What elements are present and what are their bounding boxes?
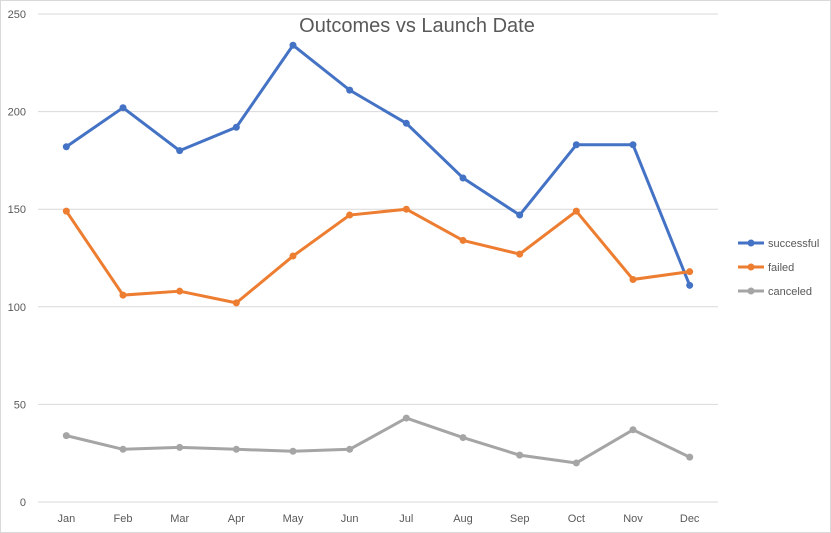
data-point-canceled: [232, 445, 240, 453]
data-point-failed: [516, 250, 524, 258]
x-axis-ticks: Jan Feb Mar Apr May Jun Jul Aug Sep Oct Nov Dec: [57, 513, 699, 525]
x-tick-label: May: [283, 513, 304, 525]
x-tick-label: Jul: [399, 513, 413, 525]
data-point-successful: [346, 86, 354, 94]
data-point-failed: [176, 287, 184, 295]
data-point-failed: [402, 205, 410, 213]
data-point-canceled: [516, 451, 524, 459]
x-tick-label: Apr: [228, 513, 245, 525]
x-tick-label: Mar: [170, 513, 189, 525]
data-point-failed: [686, 268, 694, 276]
data-point-successful: [572, 141, 580, 149]
data-point-canceled: [176, 443, 184, 451]
data-point-canceled: [62, 432, 70, 440]
y-tick-label: 200: [8, 107, 26, 119]
series-canceled: [62, 414, 694, 467]
legend-swatch-marker: [747, 287, 755, 295]
series-line-failed: [64, 207, 692, 305]
gridlines: [38, 13, 718, 503]
y-tick-label: 0: [20, 497, 26, 509]
data-point-failed: [289, 252, 297, 260]
series-line-canceled: [64, 416, 692, 465]
series-group: [62, 41, 694, 467]
data-point-successful: [232, 123, 240, 131]
data-point-successful: [686, 281, 694, 289]
data-point-successful: [62, 143, 70, 151]
x-tick-label: Jun: [341, 513, 359, 525]
series-line-successful: [64, 43, 692, 287]
data-point-canceled: [686, 453, 694, 461]
x-tick-label: Aug: [453, 513, 473, 525]
data-point-canceled: [629, 426, 637, 434]
legend: successful failed canceled: [738, 238, 819, 298]
series-failed: [62, 205, 694, 307]
legend-label: failed: [768, 262, 794, 274]
x-tick-label: Oct: [568, 513, 585, 525]
x-tick-label: Dec: [680, 513, 700, 525]
data-point-failed: [629, 275, 637, 283]
data-point-canceled: [572, 459, 580, 467]
x-tick-label: Sep: [510, 513, 530, 525]
data-point-successful: [119, 104, 127, 112]
data-point-successful: [402, 119, 410, 127]
legend-swatch-marker: [747, 263, 755, 271]
x-tick-label: Nov: [623, 513, 643, 525]
series-successful: [62, 41, 694, 289]
data-point-canceled: [346, 445, 354, 453]
data-point-failed: [119, 291, 127, 299]
data-point-successful: [289, 41, 297, 49]
y-tick-label: 250: [8, 9, 26, 21]
data-point-failed: [232, 299, 240, 307]
data-point-successful: [176, 147, 184, 155]
data-point-failed: [572, 207, 580, 215]
legend-swatch-marker: [747, 239, 755, 247]
data-point-failed: [62, 207, 70, 215]
data-point-failed: [346, 211, 354, 219]
data-point-canceled: [402, 414, 410, 422]
legend-item-failed: failed: [738, 262, 794, 274]
y-tick-label: 100: [8, 302, 26, 314]
y-tick-label: 50: [14, 399, 26, 411]
data-point-failed: [459, 236, 467, 244]
legend-item-canceled: canceled: [738, 286, 812, 298]
legend-label: successful: [768, 238, 819, 250]
x-tick-label: Jan: [57, 513, 75, 525]
legend-label: canceled: [768, 286, 812, 298]
data-point-canceled: [459, 434, 467, 442]
data-point-successful: [459, 174, 467, 182]
data-point-canceled: [119, 445, 127, 453]
y-tick-label: 150: [8, 204, 26, 216]
chart-title: Outcomes vs Launch Date: [299, 15, 535, 37]
y-axis-ticks: 0 50 100 150 200 250: [8, 9, 26, 509]
x-tick-label: Feb: [114, 513, 133, 525]
legend-item-successful: successful: [738, 238, 819, 250]
data-point-successful: [629, 141, 637, 149]
data-point-canceled: [289, 447, 297, 455]
data-point-successful: [516, 211, 524, 219]
